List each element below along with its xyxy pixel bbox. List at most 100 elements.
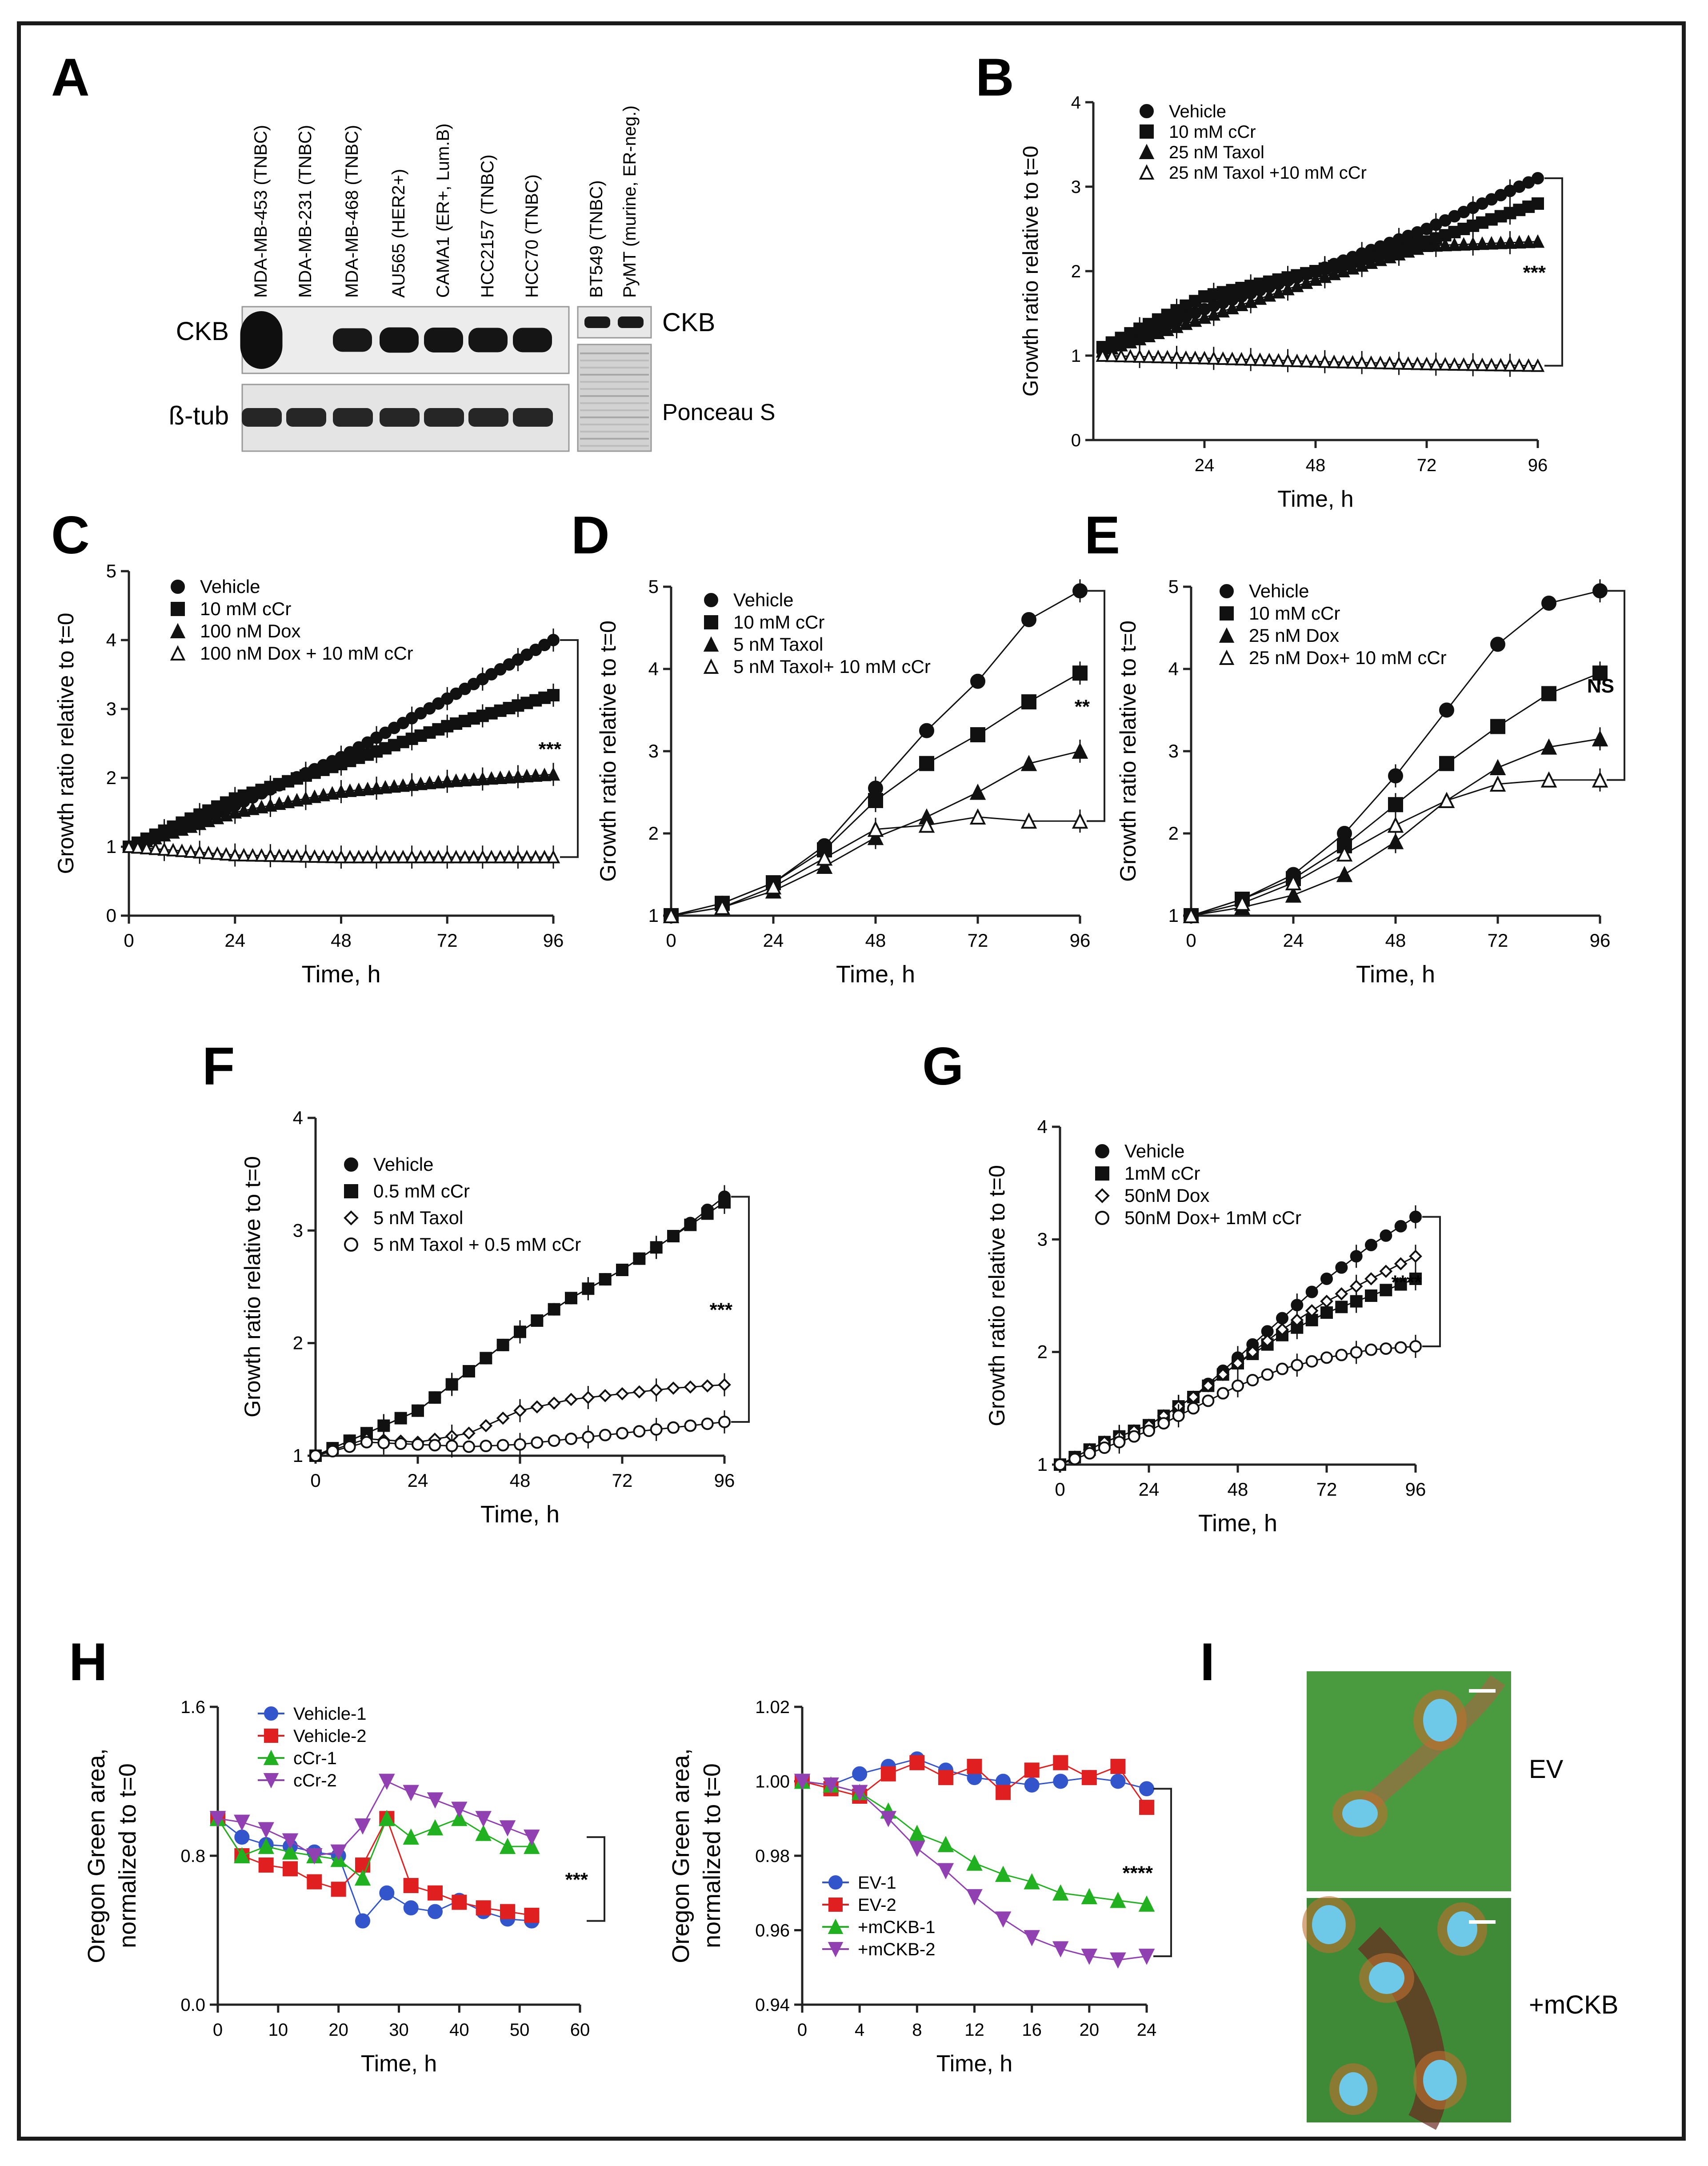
data-point	[1512, 358, 1526, 372]
data-point	[192, 845, 207, 859]
data-point	[1531, 358, 1545, 372]
data-point	[867, 821, 884, 837]
y-tick-label: 4	[1037, 1116, 1048, 1137]
data-point	[548, 1303, 560, 1316]
x-tick-label: 24	[224, 930, 245, 951]
data-point	[1388, 797, 1403, 813]
data-point	[307, 1874, 322, 1890]
blot-row-label-ckb: CKB	[176, 317, 229, 346]
data-point	[684, 1218, 697, 1231]
series-5-nm-taxol: 5 nM Taxol	[309, 1207, 731, 1462]
data-point	[290, 849, 304, 863]
data-point	[480, 1352, 492, 1365]
cell-nucleus	[1312, 1905, 1346, 1944]
data-point	[1261, 1368, 1274, 1381]
data-point	[1541, 596, 1556, 611]
data-point	[1439, 702, 1454, 718]
data-point	[1401, 244, 1415, 258]
blot-ckb-band	[240, 311, 283, 369]
data-point	[511, 849, 525, 864]
data-point	[1021, 612, 1036, 627]
data-point	[377, 1437, 390, 1449]
data-point	[663, 907, 680, 923]
y-tick-label: 2	[1168, 823, 1179, 844]
legend-label: 10 mM cCr	[733, 612, 824, 633]
data-point	[1365, 1289, 1377, 1302]
data-point	[1429, 238, 1443, 252]
data-point	[1098, 1441, 1111, 1454]
data-point	[511, 769, 525, 783]
y-tick-label: 4	[1071, 93, 1081, 112]
x-tick-label: 0	[124, 930, 134, 951]
data-point	[524, 1830, 540, 1846]
data-point	[547, 1396, 561, 1410]
data-point	[440, 849, 454, 864]
data-point	[476, 772, 490, 785]
data-point	[1114, 348, 1128, 363]
series-25-nm-taxol-10-mm-ccr: 25 nM Taxol +10 mM cCr	[1096, 163, 1545, 377]
series-ccr-1: cCr-1	[209, 1749, 540, 1886]
data-point	[919, 723, 934, 738]
data-point	[281, 794, 295, 809]
data-point	[427, 1792, 444, 1809]
data-point	[667, 1421, 680, 1434]
data-point	[967, 1759, 982, 1774]
data-point	[440, 774, 454, 788]
data-point	[1220, 584, 1234, 598]
blot-ckb-bands	[240, 311, 552, 369]
data-point	[537, 768, 552, 781]
data-point	[369, 849, 384, 864]
data-point	[995, 1911, 1012, 1928]
y-tick-label: 5	[648, 576, 659, 597]
data-point	[718, 1196, 731, 1209]
legend-label: Vehicle	[200, 576, 260, 597]
data-point	[1138, 1895, 1155, 1912]
series-ev-2: EV-2	[795, 1755, 1154, 1915]
chart-panel-f: 1 2 3 4 0 24 48 72 96 Time, h Growth ratio relativ…	[240, 1107, 750, 1528]
data-point	[1207, 307, 1221, 321]
data-point	[1072, 742, 1088, 759]
data-point	[1327, 354, 1341, 368]
data-point	[484, 771, 498, 785]
data-point	[148, 841, 162, 855]
data-point	[1540, 738, 1557, 755]
data-point	[405, 849, 419, 864]
data-point	[1335, 1261, 1348, 1274]
data-point	[499, 1820, 516, 1837]
y-tick-label: 1	[1037, 1454, 1048, 1475]
data-point	[1335, 1301, 1348, 1313]
data-point	[1170, 319, 1184, 333]
significance-label: ****	[1392, 1271, 1422, 1293]
significance-label: ***	[710, 1299, 733, 1321]
data-point	[1484, 357, 1499, 372]
y-tick-label: 1.6	[180, 1698, 205, 1717]
data-point	[412, 1438, 424, 1451]
data-point	[1151, 325, 1165, 340]
data-point	[184, 844, 198, 858]
y-axis-label: Growth ratio relative to t=0	[984, 1165, 1009, 1426]
blot-lane-label: CAMA1 (ER+, Lum.B)	[433, 124, 453, 298]
data-point	[1220, 606, 1234, 621]
data-point	[1420, 238, 1434, 252]
blot-lane-labels: MDA-MB-453 (TNBC) MDA-MB-231 (TNBC) MDA-MB…	[251, 105, 640, 298]
x-axis-label: Time, h	[936, 2051, 1012, 2077]
data-point	[880, 1766, 896, 1782]
data-point	[1335, 1349, 1348, 1361]
panel-label-e: E	[1084, 505, 1120, 565]
y-tick-label: 2	[648, 823, 659, 844]
data-point	[1113, 1436, 1126, 1449]
data-point	[309, 1449, 322, 1462]
data-point	[449, 773, 463, 787]
data-point	[170, 645, 186, 661]
data-point	[445, 1378, 458, 1391]
data-point	[1095, 1144, 1109, 1158]
series-10-mm-ccr: 10 mM cCr	[664, 612, 1088, 923]
data-point	[1409, 1273, 1422, 1285]
data-point	[616, 1387, 629, 1401]
x-tick-label: 24	[1137, 2020, 1157, 2040]
micrograph-label-ev: EV	[1529, 1755, 1564, 1784]
y-tick-label: 0.8	[180, 1846, 205, 1866]
data-point	[564, 1393, 578, 1406]
data-point	[520, 769, 534, 783]
blot-tubulin-band	[380, 408, 420, 427]
